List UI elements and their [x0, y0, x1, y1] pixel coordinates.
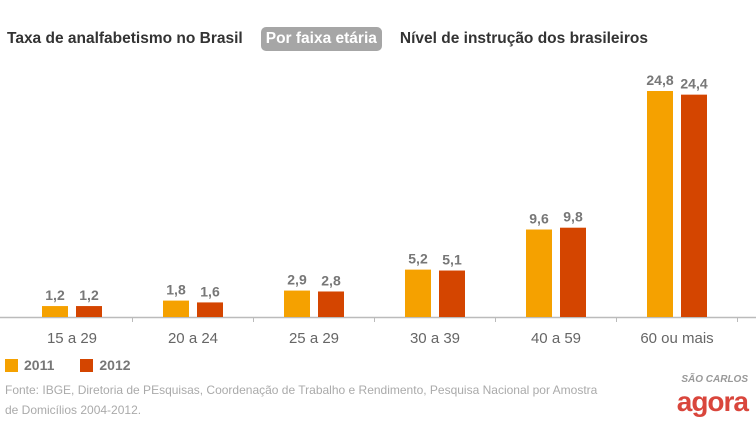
data-label: 1,2: [79, 287, 99, 303]
data-label: 1,2: [45, 287, 65, 303]
bar-2012: [197, 302, 223, 317]
legend-swatch: [5, 358, 18, 372]
data-label: 5,1: [442, 252, 462, 268]
tab-por-faixa-etaria[interactable]: Por faixa etária: [260, 27, 382, 51]
bar-2011: [163, 300, 189, 317]
data-label: 5,2: [408, 251, 428, 267]
x-tick-label: 15 a 29: [47, 330, 97, 347]
bar-2011: [42, 306, 68, 317]
legend-label: 2012: [99, 357, 131, 373]
legend-label: 2011: [24, 357, 55, 373]
data-label: 2,9: [287, 272, 307, 288]
source-note: Fonte: IBGE, Diretoria de PEsquisas, Coo…: [5, 383, 598, 417]
data-label: 1,6: [200, 283, 220, 299]
bar-2012: [318, 291, 344, 317]
legend: 2011 2012: [5, 357, 157, 373]
data-label: 9,6: [529, 211, 549, 227]
bar-chart: 15 a 29 1,2 1,2 20 a 24 1,8 1,6 25 a 29 2,9 2,8 3…: [0, 72, 756, 347]
x-tick-label: 20 a 24: [168, 330, 218, 347]
tab-nivel-instrucao[interactable]: Nível de instrução dos brasileiros: [399, 30, 648, 47]
bar-2012: [439, 270, 465, 317]
bar-2012: [560, 227, 586, 317]
data-label: 2,8: [321, 272, 341, 288]
bar-2012: [681, 94, 707, 317]
data-label: 9,8: [563, 209, 583, 225]
tab-bar: Taxa de analfabetismo no Brasil Por faix…: [7, 27, 666, 51]
logo-title: agora: [676, 386, 749, 417]
x-tick-label: 60 ou mais: [640, 330, 713, 347]
sao-carlos-agora-logo: SÃO CARLOS agora: [630, 374, 750, 422]
x-tick-label: 40 a 59: [531, 330, 581, 347]
x-tick-label: 25 a 29: [289, 330, 339, 347]
bar-2011: [405, 269, 431, 317]
data-label: 1,8: [166, 282, 186, 298]
legend-swatch: [80, 358, 94, 372]
bar-2011: [284, 290, 310, 317]
legend-item-2011: 2011: [5, 357, 54, 373]
bar-2011: [647, 91, 673, 317]
x-tick-label: 30 a 39: [410, 330, 460, 347]
data-label: 24,8: [646, 72, 673, 88]
logo-subtitle: SÃO CARLOS: [681, 374, 748, 385]
bar-2012: [76, 306, 102, 317]
bar-2011: [526, 229, 552, 317]
data-label: 24,4: [680, 76, 707, 92]
legend-item-2012: 2012: [80, 357, 131, 373]
tab-taxa-analfabetismo[interactable]: Taxa de analfabetismo no Brasil: [7, 30, 243, 47]
